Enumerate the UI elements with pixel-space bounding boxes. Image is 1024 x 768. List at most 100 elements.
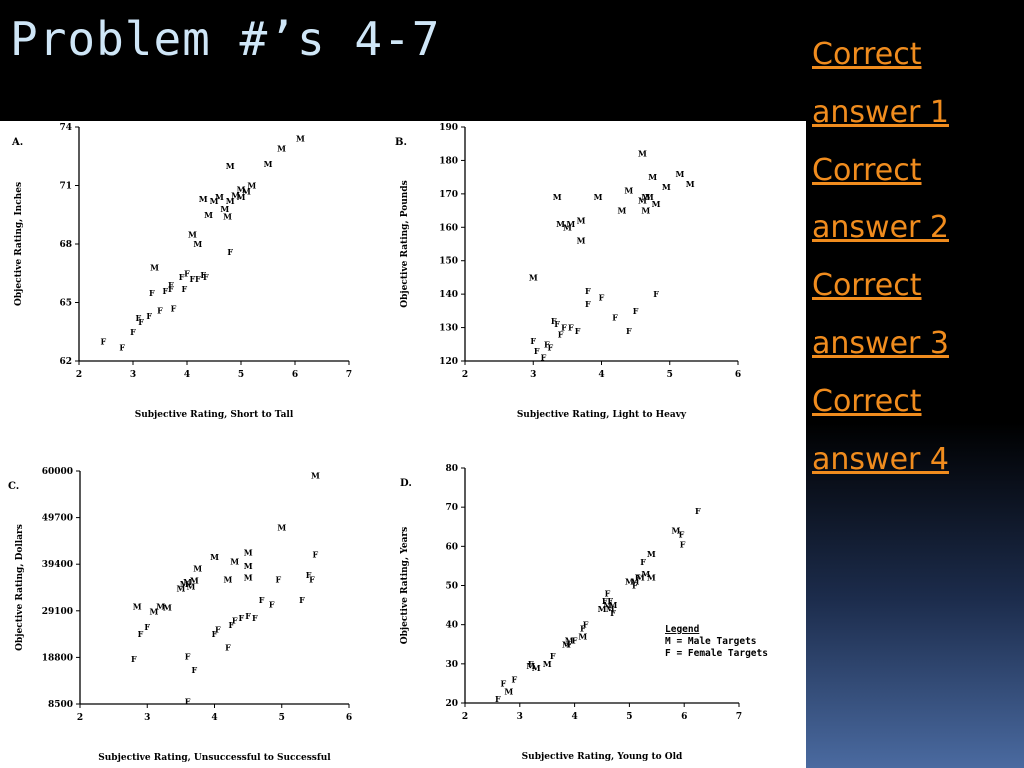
female-point: F [227,247,233,257]
correct-answer-1-link-line1[interactable]: Correct [812,37,922,72]
panel-letter: A. [11,137,23,148]
male-point: M [150,606,159,616]
male-point: M [204,210,213,220]
x-tick-label: 6 [292,370,298,380]
y-tick-label: 40 [445,621,458,631]
legend-title: Legend [665,624,700,635]
male-point: M [638,149,647,159]
female-point: F [215,624,221,634]
male-point: M [526,661,535,671]
y-tick-label: 20 [445,699,458,709]
correct-answer-2-link-line2[interactable]: answer 2 [812,210,949,246]
female-point: F [610,608,616,618]
female-point: F [626,326,632,336]
male-point: M [641,206,650,216]
male-point: M [641,569,650,579]
x-tick-label: 5 [626,712,632,722]
male-point: M [636,573,645,583]
y-tick-label: 120 [439,357,458,367]
correct-answer-3-link-line2[interactable]: answer 3 [812,325,949,361]
y-axis-label: Objective Rating, Years [400,527,410,644]
male-point: M [618,206,627,216]
x-tick-label: 6 [735,370,741,380]
male-point: M [598,604,607,614]
male-point: M [242,186,251,196]
male-point: M [210,552,219,562]
correct-answer-2-link-line1[interactable]: Correct [812,152,922,188]
x-axis-label: Subjective Rating, Light to Heavy [517,410,687,420]
female-point: F [313,550,319,560]
male-point: M [247,181,256,191]
legend-male-entry: M = Male Targets [665,636,757,647]
y-tick-label: 68 [59,240,72,250]
plot-c: 2 3 4 5 6 8500 18800 29100 39400 49700 60000 C. Subj… [8,467,352,763]
male-point: M [662,182,671,192]
male-point: M [193,239,202,249]
plot-b: 2 3 4 5 6 120 130 140 150 160 170 180 190 B. Subjectiv… [395,123,741,420]
male-point: M [641,192,650,202]
female-point: F [191,665,197,675]
female-point: F [602,596,608,606]
x-tick-label: 5 [238,370,244,380]
female-point: F [572,635,578,645]
male-point: M [210,196,219,206]
male-point: M [686,179,695,189]
female-point: F [653,289,659,299]
female-point: F [269,599,275,609]
female-point: F [171,303,177,313]
female-point: F [157,305,163,315]
male-point: M [188,229,197,239]
female-point: F [168,284,174,294]
y-tick-label: 49700 [42,514,73,524]
male-point: M [532,663,541,673]
male-point: M [226,196,235,206]
y-tick-label: 140 [439,290,458,300]
male-point: M [647,549,656,559]
female-point: F [607,596,613,606]
female-point: F [299,595,305,605]
female-point: F [575,326,581,336]
x-tick-label: 4 [598,370,604,380]
male-point: M [648,172,657,182]
plot-d: 2 3 4 5 6 7 20 30 40 50 60 70 80 D. Subjective Rating,… [400,464,742,762]
male-point: M [190,575,199,585]
x-tick-label: 6 [681,712,687,722]
male-point: M [244,572,253,582]
female-point: F [195,274,201,284]
x-tick-label: 3 [517,712,523,722]
male-point: M [180,579,189,589]
y-tick-label: 39400 [42,560,73,570]
y-tick-label: 60 [445,542,458,552]
male-point: M [543,659,552,669]
figure-panel: 2 3 4 5 6 7 62 65 68 71 74 A. Subjective Rating, Sho… [0,121,806,768]
male-point: M [230,556,239,566]
correct-answer-4-link-line2[interactable]: answer 4 [812,441,949,477]
legend: Legend M = Male Targets F = Female Targe… [665,624,768,659]
x-tick-label: 4 [211,713,217,723]
female-point: F [149,288,155,298]
male-point: M [577,236,586,246]
x-tick-label: 5 [667,370,673,380]
y-tick-label: 62 [59,357,72,367]
female-point: F [185,651,191,661]
male-point: M [231,190,240,200]
female-point: F [566,639,572,649]
male-point: M [566,219,575,229]
female-point: F [168,280,174,290]
x-tick-label: 4 [184,370,190,380]
male-point: M [652,199,661,209]
female-point: F [633,306,639,316]
female-point: F [276,575,282,585]
y-tick-label: 8500 [48,700,73,710]
male-point: M [163,603,172,613]
x-axis-label: Subjective Rating, Young to Old [522,752,683,762]
y-tick-label: 71 [59,182,72,192]
x-axis-label: Subjective Rating, Unsuccessful to Succe… [98,753,331,763]
correct-answer-4-link-line1[interactable]: Correct [812,383,922,419]
correct-answer-1-link-line2[interactable]: answer 1 [812,94,949,130]
female-point: F [212,629,218,639]
male-point: M [553,192,562,202]
male-point: M [244,561,253,571]
correct-answer-3-link-line1[interactable]: Correct [812,268,922,304]
female-point: F [130,327,136,337]
